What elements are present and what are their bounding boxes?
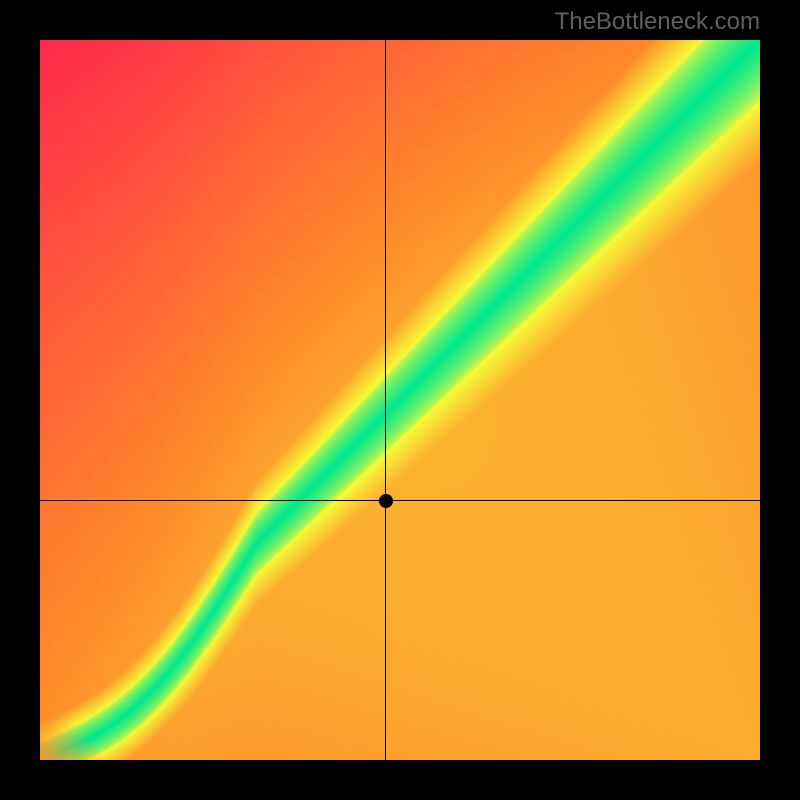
crosshair-horizontal [40,500,760,501]
frame-left [0,0,40,800]
marker-dot [379,494,393,508]
watermark-text: TheBottleneck.com [555,8,760,36]
crosshair-vertical [385,40,386,760]
frame-right [760,0,800,800]
heatmap-canvas [40,40,760,760]
frame-bottom [0,760,800,800]
heatmap-plot [40,40,760,760]
